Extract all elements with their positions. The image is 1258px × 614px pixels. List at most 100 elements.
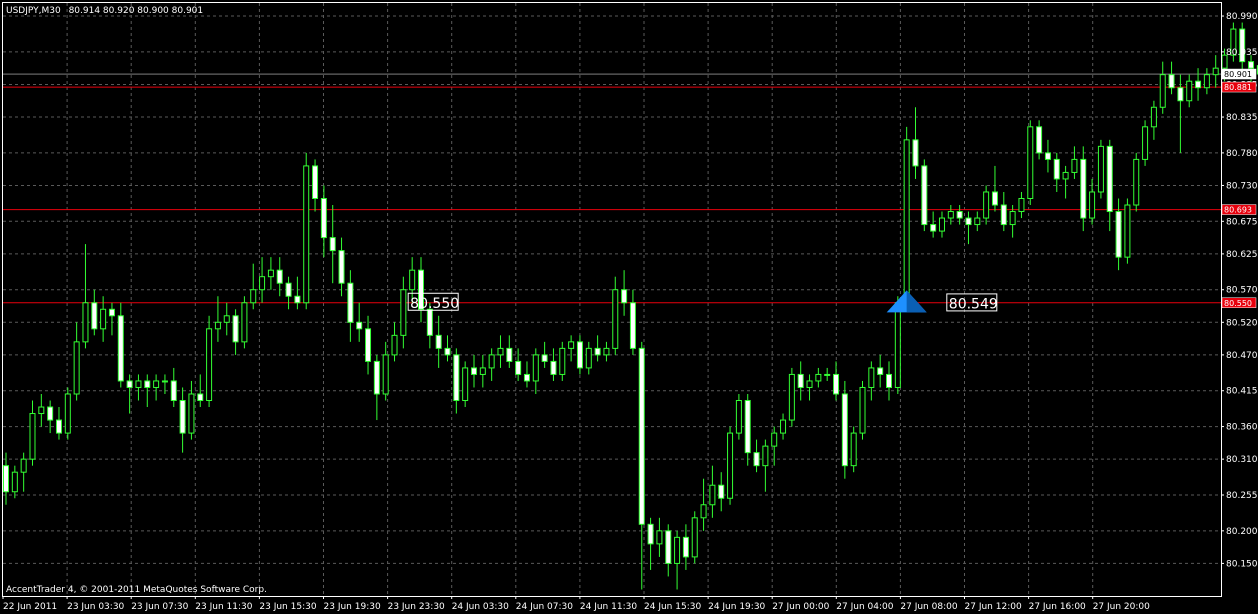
annotation-label: 80.550 xyxy=(410,296,459,312)
candle-body-bear xyxy=(1036,126,1043,154)
price-tag-bg xyxy=(1221,81,1257,93)
x-tick-label: 27 Jun 00:00 xyxy=(772,602,829,612)
x-tick-label: 27 Jun 12:00 xyxy=(965,602,1022,612)
candle-body-bull xyxy=(64,393,71,434)
candle-body-bull xyxy=(603,347,610,356)
candle-body-bull xyxy=(709,484,716,506)
candle-body-bear xyxy=(576,341,583,369)
candle-body-bear xyxy=(797,373,804,388)
candle-body-bear xyxy=(276,269,283,284)
y-tick-label: 80.360 xyxy=(1226,423,1258,433)
candle-body-bull xyxy=(400,289,407,336)
candle-body-bear xyxy=(1168,74,1175,89)
candle-body-bear xyxy=(594,347,601,356)
candle-body-bull xyxy=(303,165,310,304)
price-tag-label: 80.881 xyxy=(1224,83,1252,92)
x-tick-label: 23 Jun 07:30 xyxy=(131,602,188,612)
candle-body-bull xyxy=(1150,106,1157,128)
candle-body-bull xyxy=(38,406,45,415)
candle-body-bull xyxy=(568,341,575,349)
y-tick-label: 80.570 xyxy=(1226,286,1258,296)
y-tick-label: 80.150 xyxy=(1226,559,1258,569)
candle-body-bull xyxy=(735,400,742,434)
candle-body-bear xyxy=(550,360,557,375)
candle-body-bear xyxy=(877,367,884,375)
annotations: 80.550 80.549 xyxy=(407,290,998,313)
candle-body-bear xyxy=(506,347,513,362)
candle-body-bull xyxy=(135,380,142,388)
candle-body-bull xyxy=(780,419,787,434)
chart-header: USDJPY,M30 80.914 80.920 80.900 80.901 xyxy=(6,6,203,16)
candle-body-bear xyxy=(179,400,186,434)
candle-body-bull xyxy=(29,413,36,460)
candle-body-bear xyxy=(294,295,301,304)
candle-body-bear xyxy=(453,354,460,402)
candle-body-bear xyxy=(1053,158,1060,180)
candle-body-bull xyxy=(250,289,257,304)
candle-body-bull xyxy=(462,367,469,402)
y-tick-label: 80.780 xyxy=(1226,149,1258,159)
candle-body-bull xyxy=(700,504,707,519)
y-tick-label: 80.520 xyxy=(1226,318,1258,328)
candle-body-bull xyxy=(20,458,27,473)
candle-body-bear xyxy=(921,165,928,226)
candle-body-bull xyxy=(894,302,901,388)
candle-body-bear xyxy=(347,282,354,323)
candle-body-bull xyxy=(938,217,945,232)
candle-body-bull xyxy=(983,191,990,219)
y-tick-label: 80.835 xyxy=(1226,113,1258,123)
candle-body-bear xyxy=(638,347,645,525)
candle-body-bull xyxy=(974,217,981,226)
price-tag-bg xyxy=(1221,204,1257,215)
candle-body-bull xyxy=(1142,126,1149,160)
price-tag-bg xyxy=(1221,297,1257,309)
time-axis: 22 Jun 2011 23 Jun 03:30 23 Jun 07:30 23 Ju… xyxy=(2,596,1150,612)
candle-body-bull xyxy=(223,315,230,323)
candle-body-bull xyxy=(1071,158,1078,173)
candle-body-bull xyxy=(656,530,663,545)
candle-body-bear xyxy=(515,360,522,375)
candle-body-bear xyxy=(956,211,963,219)
y-tick-label: 80.200 xyxy=(1226,527,1258,537)
candle-body-bull xyxy=(382,354,389,395)
candle-body-bull xyxy=(1133,158,1140,206)
candle-body-bull xyxy=(762,445,769,467)
candle-body-bear xyxy=(1106,145,1113,213)
candle-body-bear xyxy=(285,282,292,297)
y-tick-label: 80.310 xyxy=(1226,455,1258,465)
y-tick-label: 80.470 xyxy=(1226,351,1258,361)
candle-body-bear xyxy=(1195,80,1202,89)
price-tag-label: 80.550 xyxy=(1224,299,1252,308)
candle-body-bull xyxy=(585,347,592,369)
candle-body-bull xyxy=(1221,54,1228,69)
candle-body-bear xyxy=(1239,28,1246,63)
x-tick-label: 23 Jun 19:30 xyxy=(324,602,381,612)
candle-body-bear xyxy=(55,419,62,434)
price-tag-label: 80.693 xyxy=(1224,206,1252,215)
candle-body-bear xyxy=(47,406,54,421)
candle-body-bull xyxy=(11,471,18,493)
x-tick-label: 24 Jun 07:30 xyxy=(516,602,573,612)
candle-body-bull xyxy=(488,354,495,369)
x-tick-label: 27 Jun 16:00 xyxy=(1029,602,1086,612)
symbol-label: USDJPY,M30 xyxy=(6,6,61,16)
annotation-box xyxy=(407,292,459,311)
candle-body-bull xyxy=(691,517,698,558)
candle-body-bear xyxy=(470,367,477,375)
annotation-box xyxy=(946,293,998,312)
candle-body-bear xyxy=(373,360,380,395)
grid xyxy=(3,3,1221,596)
candle-body-bull xyxy=(815,373,822,382)
y-tick-label: 80.990 xyxy=(1226,12,1258,22)
candle-body-bull xyxy=(1230,28,1237,56)
candle-body-bull xyxy=(82,302,89,343)
buy-arrow-shade xyxy=(906,290,927,313)
candle-body-bull xyxy=(1186,80,1193,102)
candle-body-bear xyxy=(1000,204,1007,226)
candle-body-bull xyxy=(532,354,539,382)
candle-body-bear xyxy=(629,302,636,349)
candle-body-bull xyxy=(559,347,566,375)
candle-body-bull xyxy=(1203,74,1210,89)
y-tick-label: 80.675 xyxy=(1226,217,1258,227)
